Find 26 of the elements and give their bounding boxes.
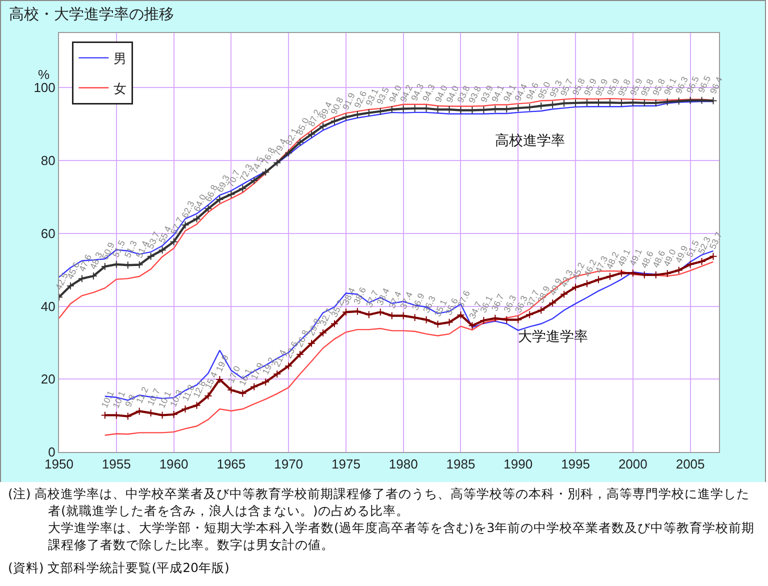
y-tick-label: 80 bbox=[40, 153, 56, 168]
text: (注) 高校進学率は、中学校卒業者及び中等教育学校前期課程修了者のうち、高等学校等の本科・別科，高等専門学校に進学した者(就職進学した者を含み，浪人は含まない。)の占める比率。 bbox=[8, 486, 751, 520]
legend-label: 男 bbox=[114, 50, 127, 66]
x-tick-label: 1960 bbox=[159, 456, 188, 472]
annotation: 大学進学率 bbox=[518, 329, 588, 345]
x-tick-label: 2005 bbox=[676, 456, 705, 472]
text: 大学進学率は、大学学部・短期大学本科入学者数(過年度高卒者等を含む)を3年前の中学校卒業者数及び中等教育学校前期課程修了者数で除した比率。数字は男女計の値。 bbox=[47, 520, 756, 554]
x-tick-label: 1975 bbox=[332, 456, 360, 472]
data-label: 19.9 bbox=[214, 353, 231, 374]
x-tick-label: 1990 bbox=[504, 456, 533, 472]
y-tick-label: 20 bbox=[40, 372, 56, 387]
annotation: 高校進学率 bbox=[495, 133, 565, 149]
text: (資料) 文部科学統計要覧(平成20年版) bbox=[8, 560, 230, 576]
y-axis-title: % bbox=[38, 67, 50, 82]
x-tick-label: 1965 bbox=[216, 456, 246, 472]
x-tick-label: 1980 bbox=[388, 456, 418, 472]
legend-label: 女 bbox=[114, 80, 127, 96]
x-tick-label: 1970 bbox=[274, 456, 304, 472]
y-tick-label: 40 bbox=[40, 298, 56, 314]
x-tick-label: 2000 bbox=[618, 456, 648, 472]
x-tick-label: 1995 bbox=[561, 456, 590, 472]
chart-title: 高校・大学進学率の推移 bbox=[8, 4, 175, 25]
y-tick-label: 100 bbox=[34, 80, 56, 96]
y-tick-label: 60 bbox=[40, 226, 56, 241]
x-tick-label: 1955 bbox=[102, 456, 131, 472]
x-tick-label: 1985 bbox=[446, 456, 476, 472]
